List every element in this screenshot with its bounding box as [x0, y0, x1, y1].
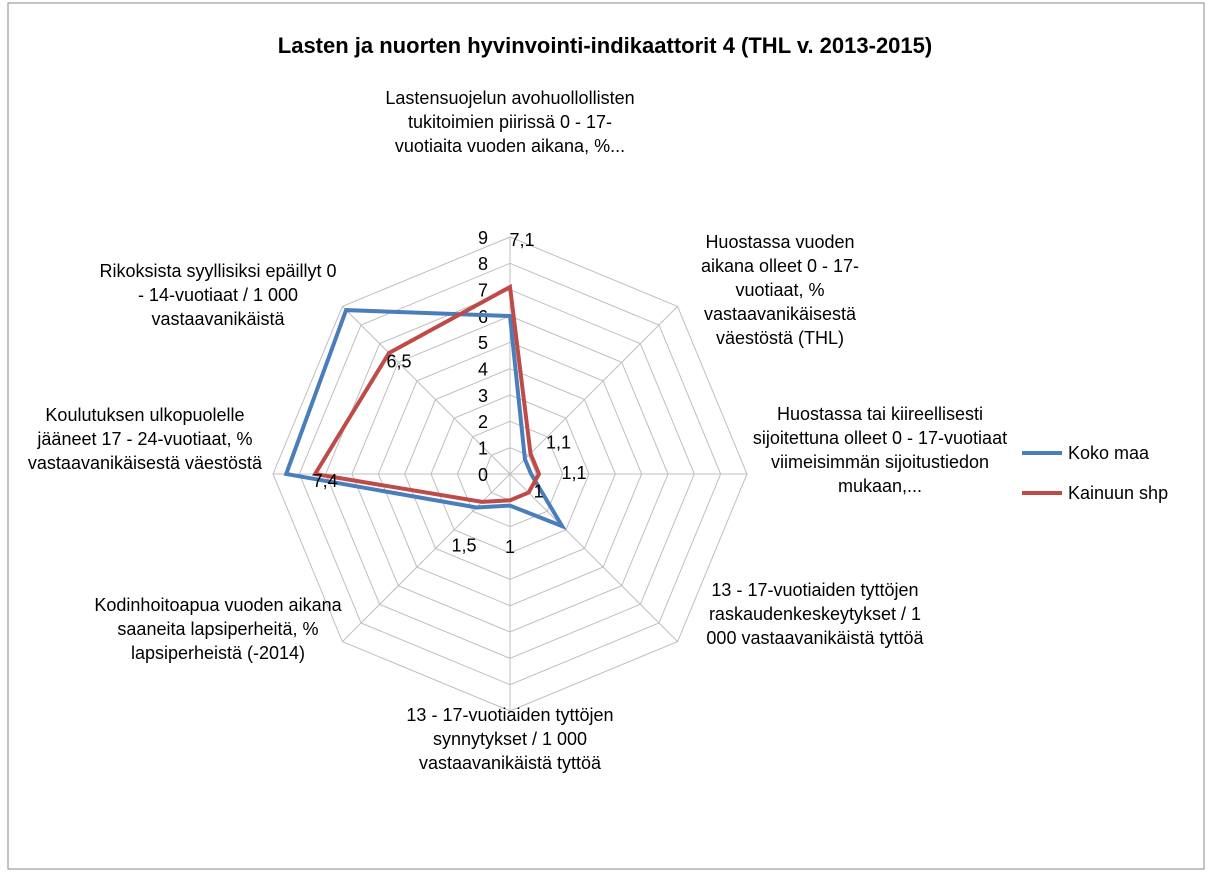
data-label: 6,5	[386, 352, 411, 372]
data-label: 1	[505, 537, 515, 557]
series-line	[311, 283, 542, 504]
category-label: 13 - 17-vuotiaiden tyttöjen synnytykset …	[406, 705, 614, 773]
r-tick-label: 4	[478, 359, 488, 379]
spoke	[509, 473, 678, 642]
data-label: 1	[534, 481, 544, 501]
data-label: 1,1	[546, 432, 571, 452]
category-label: Kodinhoitoapua vuoden aikana saaneita la…	[94, 595, 342, 663]
chart-title: Lasten ja nuorten hyvinvointi-indikaatto…	[278, 33, 932, 58]
spoke	[509, 306, 678, 475]
series-line	[283, 308, 567, 531]
r-tick-label: 0	[478, 465, 488, 485]
data-label: 7,1	[509, 230, 534, 250]
r-tick-label: 8	[478, 254, 488, 274]
category-label: 13 - 17-vuotiaiden tyttöjen raskaudenkes…	[706, 580, 924, 648]
data-label: 1,5	[452, 536, 477, 556]
category-label: Huostassa vuoden aikana olleet 0 - 17-vu…	[700, 232, 860, 348]
category-label: Koulutuksen ulkopuolelle jääneet 17 - 24…	[27, 405, 263, 473]
r-tick-label: 1	[478, 438, 488, 458]
data-label: 7,4	[313, 471, 338, 491]
category-label: Lastensuojelun avohuollollisten tukitoim…	[385, 88, 635, 156]
category-label: Huostassa tai kiireellisesti sijoitettun…	[752, 404, 1008, 496]
r-tick-label: 7	[478, 280, 488, 300]
r-tick-label: 5	[478, 333, 488, 353]
category-label: Rikoksista syyllisiksi epäillyt 0 - 14-v…	[99, 261, 337, 329]
legend-label: Koko maa	[1068, 443, 1150, 463]
spoke	[342, 306, 511, 475]
legend-label: Kainuun shp	[1068, 483, 1168, 503]
chart-border	[7, 2, 1205, 870]
r-tick-label: 3	[478, 386, 488, 406]
r-tick-label: 2	[478, 412, 488, 432]
r-tick-label: 9	[478, 228, 488, 248]
data-label: 1,1	[561, 463, 586, 483]
